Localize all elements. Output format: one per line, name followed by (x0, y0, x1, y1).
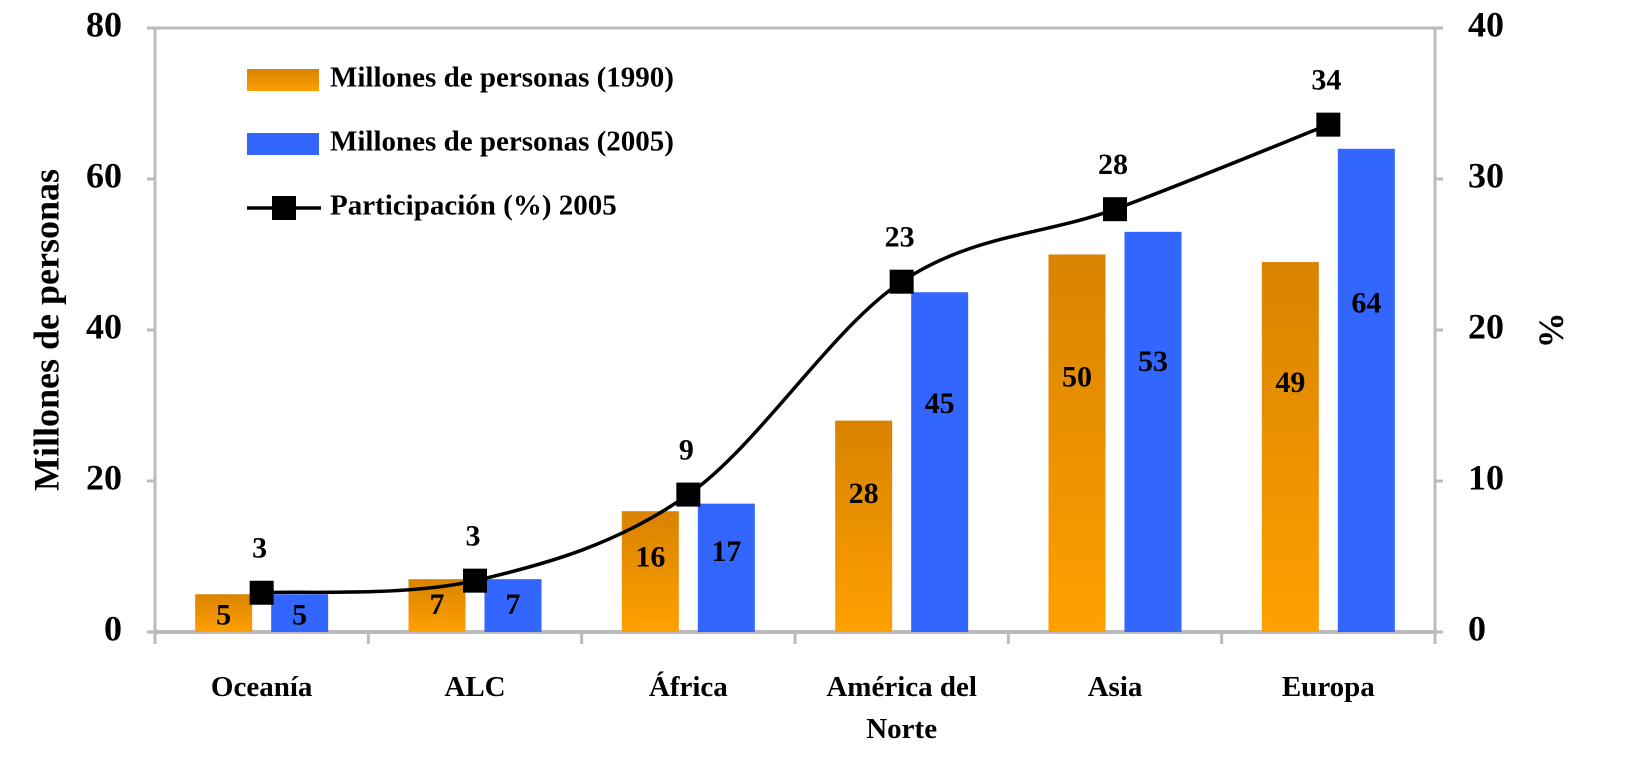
bar (484, 579, 542, 632)
bar-value-label: 16 (635, 540, 665, 573)
bar (835, 420, 893, 632)
x-tick-label: Europa (1281, 671, 1375, 703)
x-tick-label: Oceanía (210, 671, 313, 703)
bar (1261, 262, 1319, 632)
bar-value-label: 53 (1138, 345, 1168, 378)
y2-tick-label: 0 (1468, 608, 1486, 648)
bar-value-label: 5 (216, 598, 231, 631)
bar (1048, 254, 1106, 632)
legend-label: Millones de personas (2005) (330, 126, 674, 158)
line (261, 123, 1329, 595)
plot-frame (153, 26, 1437, 632)
legend-label: Participación (%) 2005 (330, 190, 617, 222)
y2-tick-label: 10 (1468, 457, 1504, 497)
bar (1337, 148, 1395, 633)
x-tick-label: ALC (444, 671, 506, 703)
line-value-label: 9 (679, 433, 694, 466)
legend-label: Millones de personas (1990) (330, 62, 674, 94)
legend-swatch (247, 69, 319, 91)
line-marker (249, 580, 274, 605)
line-value-label: 23 (885, 221, 915, 254)
x-tick-label: África (648, 671, 728, 703)
x-tick-label: Asia (1087, 671, 1143, 703)
y2-tick-label: 40 (1468, 4, 1504, 44)
line-value-label: 3 (466, 520, 481, 553)
y-axis-title: Millones de personas (26, 169, 66, 491)
y2-tick-label: 30 (1468, 155, 1504, 195)
bar-value-label: 17 (711, 535, 741, 568)
line-value-label: 28 (1098, 148, 1128, 181)
y-tick-label: 20 (86, 457, 122, 497)
y2-tick-label: 20 (1468, 306, 1504, 346)
bar (195, 594, 253, 632)
x-tick-label: América del Norte (826, 671, 977, 745)
bar-value-label: 5 (292, 598, 307, 631)
y-tick-label: 60 (86, 155, 122, 195)
line-marker (889, 269, 914, 294)
bar (1124, 231, 1182, 632)
line-marker (463, 568, 487, 593)
bar-value-label: 49 (1275, 366, 1305, 399)
bar (271, 594, 329, 632)
y-tick-label: 40 (86, 306, 122, 346)
y-tick-label: 80 (86, 4, 122, 44)
bar-value-label: 50 (1062, 361, 1092, 394)
line-marker (676, 482, 701, 507)
bar-value-label: 45 (925, 387, 955, 420)
y2-axis-title: % (1532, 312, 1572, 348)
bar-value-label: 28 (849, 477, 879, 510)
bar-value-label: 7 (506, 588, 521, 621)
legend-swatch (247, 133, 319, 155)
bar (697, 503, 755, 632)
line-value-label: 3 (252, 532, 267, 565)
line-marker (1103, 197, 1127, 222)
y-tick-label: 0 (104, 608, 122, 648)
bar-value-label: 64 (1351, 287, 1381, 320)
bar-value-label: 7 (430, 588, 445, 621)
line-marker (1316, 112, 1341, 137)
bar (621, 511, 679, 632)
bar (911, 292, 969, 632)
legend-marker (272, 196, 296, 220)
line-value-label: 34 (1311, 64, 1341, 97)
